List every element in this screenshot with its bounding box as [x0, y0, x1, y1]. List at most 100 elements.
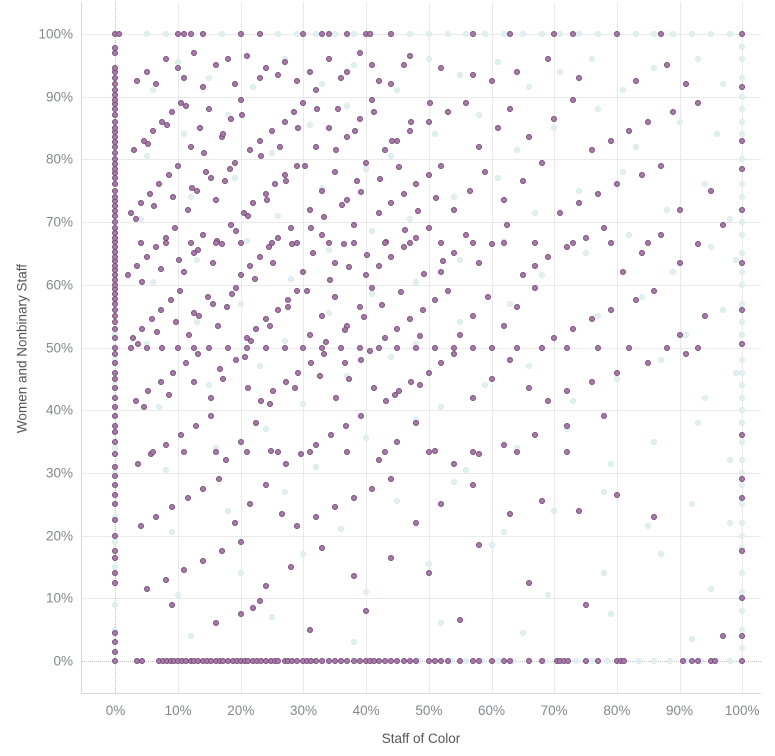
- data-point[interactable]: [388, 81, 395, 88]
- data-point[interactable]: [313, 658, 320, 665]
- data-point[interactable]: [270, 388, 277, 395]
- data-point[interactable]: [294, 658, 301, 665]
- data-point[interactable]: [162, 56, 169, 63]
- data-point[interactable]: [112, 81, 119, 88]
- data-point[interactable]: [267, 447, 274, 454]
- data-point[interactable]: [112, 369, 119, 376]
- data-point[interactable]: [350, 573, 357, 580]
- data-point[interactable]: [201, 150, 208, 157]
- data-point[interactable]: [444, 288, 451, 295]
- data-point[interactable]: [353, 178, 360, 185]
- faded-data-point[interactable]: [689, 501, 696, 508]
- data-point[interactable]: [450, 350, 457, 357]
- data-point[interactable]: [306, 449, 313, 456]
- data-point[interactable]: [344, 134, 351, 141]
- data-point[interactable]: [507, 658, 514, 665]
- data-point[interactable]: [576, 507, 583, 514]
- data-point[interactable]: [463, 231, 470, 238]
- faded-data-point[interactable]: [739, 181, 746, 188]
- data-point[interactable]: [190, 344, 197, 351]
- faded-data-point[interactable]: [739, 469, 746, 476]
- data-point[interactable]: [262, 344, 269, 351]
- faded-data-point[interactable]: [726, 658, 733, 665]
- faded-data-point[interactable]: [604, 658, 611, 665]
- data-point[interactable]: [626, 344, 633, 351]
- faded-data-point[interactable]: [287, 275, 294, 282]
- data-point[interactable]: [287, 225, 294, 232]
- data-point[interactable]: [168, 601, 175, 608]
- data-point[interactable]: [338, 658, 345, 665]
- data-point[interactable]: [638, 172, 645, 179]
- data-point[interactable]: [137, 239, 144, 246]
- data-point[interactable]: [167, 297, 174, 304]
- data-point[interactable]: [364, 251, 371, 258]
- data-point[interactable]: [432, 297, 439, 304]
- data-point[interactable]: [526, 658, 533, 665]
- data-point[interactable]: [407, 239, 414, 246]
- data-point[interactable]: [563, 388, 570, 395]
- data-point[interactable]: [507, 30, 514, 37]
- data-point[interactable]: [112, 194, 119, 200]
- data-point[interactable]: [326, 276, 333, 283]
- data-point[interactable]: [331, 259, 338, 266]
- data-point[interactable]: [146, 190, 153, 197]
- faded-data-point[interactable]: [313, 30, 320, 37]
- data-point[interactable]: [195, 313, 202, 320]
- data-point[interactable]: [190, 49, 197, 56]
- data-point[interactable]: [569, 239, 576, 246]
- data-point[interactable]: [250, 604, 257, 611]
- data-point[interactable]: [275, 71, 282, 78]
- data-point[interactable]: [231, 520, 238, 527]
- data-point[interactable]: [112, 344, 119, 351]
- faded-data-point[interactable]: [444, 30, 451, 37]
- faded-data-point[interactable]: [739, 300, 746, 307]
- data-point[interactable]: [325, 658, 332, 665]
- data-point[interactable]: [427, 99, 434, 106]
- data-point[interactable]: [407, 316, 414, 323]
- data-point[interactable]: [181, 567, 188, 574]
- data-point[interactable]: [275, 234, 282, 241]
- faded-data-point[interactable]: [501, 30, 508, 37]
- faded-data-point[interactable]: [663, 206, 670, 213]
- data-point[interactable]: [266, 244, 273, 251]
- data-point[interactable]: [402, 226, 409, 233]
- faded-data-point[interactable]: [739, 438, 746, 445]
- faded-data-point[interactable]: [638, 294, 645, 301]
- data-point[interactable]: [363, 607, 370, 614]
- data-point[interactable]: [313, 513, 320, 520]
- data-point[interactable]: [112, 150, 119, 157]
- data-point[interactable]: [175, 65, 182, 72]
- data-point[interactable]: [112, 579, 119, 586]
- data-point[interactable]: [375, 209, 382, 216]
- data-point[interactable]: [507, 106, 514, 113]
- data-point[interactable]: [112, 394, 119, 401]
- faded-data-point[interactable]: [632, 30, 639, 37]
- data-point[interactable]: [333, 146, 340, 153]
- data-point[interactable]: [413, 181, 420, 188]
- data-point[interactable]: [291, 109, 298, 116]
- data-point[interactable]: [256, 30, 263, 37]
- data-point[interactable]: [394, 325, 401, 332]
- data-point[interactable]: [400, 658, 407, 665]
- faded-data-point[interactable]: [350, 62, 357, 69]
- data-point[interactable]: [112, 438, 119, 445]
- data-point[interactable]: [494, 125, 501, 132]
- data-point[interactable]: [689, 658, 696, 665]
- faded-data-point[interactable]: [739, 281, 746, 288]
- data-point[interactable]: [563, 422, 570, 429]
- data-point[interactable]: [408, 378, 415, 385]
- data-point[interactable]: [112, 422, 119, 429]
- data-point[interactable]: [425, 225, 432, 232]
- data-point[interactable]: [200, 557, 207, 564]
- data-point[interactable]: [676, 259, 683, 266]
- faded-data-point[interactable]: [538, 30, 545, 37]
- data-point[interactable]: [165, 172, 172, 179]
- data-point[interactable]: [237, 30, 244, 37]
- data-point[interactable]: [425, 172, 432, 179]
- data-point[interactable]: [197, 125, 204, 132]
- data-point[interactable]: [739, 341, 746, 348]
- data-point[interactable]: [544, 253, 551, 260]
- faded-data-point[interactable]: [739, 156, 746, 163]
- data-point[interactable]: [192, 422, 199, 429]
- data-point[interactable]: [112, 74, 119, 81]
